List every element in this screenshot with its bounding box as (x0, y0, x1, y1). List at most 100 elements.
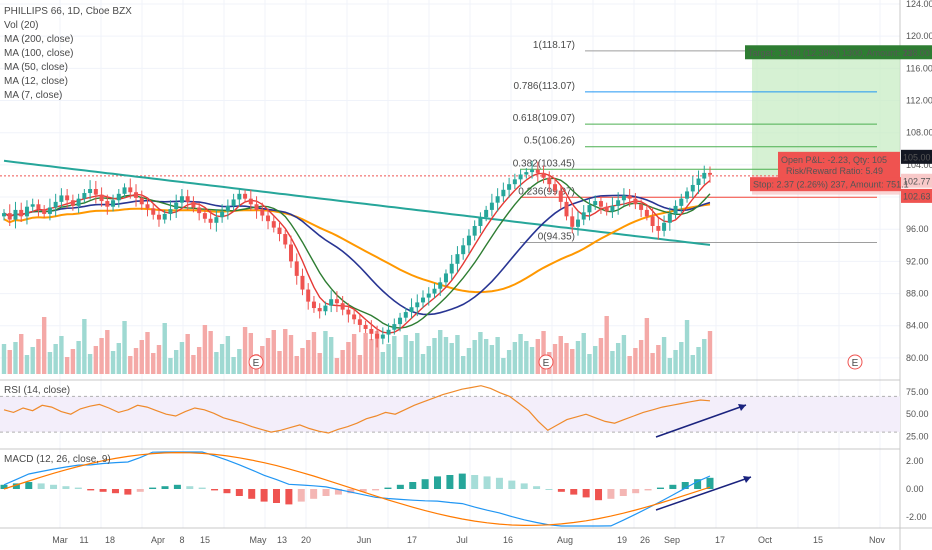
price-tick: 124.00 (906, 0, 932, 9)
candle-body (231, 199, 236, 206)
legend: PHILLIPS 66, 1D, Cboe BZX Vol (20) MA (200… (4, 6, 132, 101)
fib-levels: 1(118.17) 0.786(113.07) 0.618(109.07) 0.5(1… (513, 40, 877, 243)
volume-bar (151, 353, 156, 374)
macd-hist-bar (557, 489, 565, 492)
price-tick: 120.00 (906, 31, 932, 41)
candle-body (679, 198, 684, 206)
level-price-tag: 105.00 (903, 152, 931, 162)
macd-arrow-head (743, 476, 751, 483)
macd-hist-bar (25, 482, 33, 489)
time-tick: Nov (869, 535, 886, 545)
volume-bar (328, 337, 334, 374)
candle-body (484, 209, 489, 218)
macd-pane: MACD (12, 26, close, 9) (0, 451, 752, 527)
candle-body (288, 244, 293, 262)
macd-hist-bar (706, 477, 714, 489)
candle-body (254, 204, 259, 210)
volume-bar (208, 331, 213, 374)
candle-body (277, 227, 282, 235)
macd-hist-bar (310, 489, 318, 499)
legend-item: MA (200, close) (4, 34, 73, 45)
candle-body (243, 193, 248, 199)
target-price-tag: 118.00 (903, 48, 930, 58)
price-tick: 84.00 (906, 321, 929, 331)
volume-bar (265, 338, 271, 374)
candle-body (570, 216, 575, 227)
macd-hist-bar (12, 483, 20, 489)
volume-bar (13, 342, 18, 374)
macd-hist-bar (570, 489, 578, 495)
volume-bar (24, 355, 30, 374)
pnl-box (778, 151, 900, 178)
macd-hist-bar (520, 483, 528, 489)
target-box (745, 45, 901, 60)
candle-body (489, 202, 494, 210)
candle-body (421, 297, 426, 303)
ma7-line (3, 172, 711, 334)
candle-body (507, 184, 512, 190)
candle-body (644, 209, 649, 217)
candle-body (455, 254, 460, 264)
volume-bar (564, 343, 569, 374)
rsi-trend-arrow (655, 404, 747, 438)
volume-bar (145, 332, 150, 374)
macd-hist-bar (595, 489, 603, 501)
volume-bar (650, 353, 655, 374)
candle-body (82, 193, 87, 199)
candle-body (449, 263, 454, 274)
time-tick: Sep (664, 535, 680, 545)
candle-body (283, 234, 288, 245)
volume-bar (306, 340, 311, 374)
macd-hist-bar (582, 489, 590, 498)
candle-body (185, 196, 190, 202)
candle-body (156, 214, 161, 220)
macd-hist-bar (508, 480, 516, 489)
time-tick: 19 (617, 535, 627, 545)
macd-hist-bar (50, 484, 58, 489)
macd-hist-bar (644, 489, 652, 491)
macd-hist-bar (434, 476, 442, 489)
candle-body (478, 217, 483, 226)
candle-body (2, 213, 6, 217)
macd-hist-bar (149, 487, 157, 489)
stop-box (750, 177, 901, 192)
candle-body (398, 317, 403, 325)
volume-bar (53, 344, 58, 374)
candle-body (461, 245, 466, 255)
volume-bar (346, 342, 351, 374)
macd-hist-bar (235, 489, 243, 496)
candle-body (311, 301, 316, 309)
volume-bar (667, 358, 673, 374)
candle-body (76, 198, 81, 206)
candle-body (708, 172, 712, 175)
macd-hist-bar (669, 484, 677, 489)
ratio-text: Risk/Reward Ratio: 5.49 (786, 166, 883, 176)
volume-bar (133, 348, 139, 374)
rsi-band (0, 396, 900, 433)
candle-body (42, 209, 47, 214)
candle-body (168, 209, 173, 214)
macd-hist-bar (322, 489, 330, 496)
candle-body (587, 205, 592, 213)
volume-bar (575, 341, 581, 374)
time-tick: 17 (407, 535, 417, 545)
volume-bar (248, 333, 254, 374)
candle-body (581, 212, 586, 220)
candle-body (346, 309, 351, 315)
price-tick: 108.00 (906, 128, 932, 138)
volume-bar (524, 341, 529, 374)
volume-bar (36, 339, 41, 374)
candle-body (363, 324, 368, 329)
fib-label: 0.786(113.07) (513, 81, 575, 92)
candle-body (432, 288, 437, 294)
macd-hist-bar (347, 489, 355, 494)
macd-hist-bar (272, 489, 280, 503)
volume-bar (432, 338, 437, 374)
volume-bar (271, 330, 276, 374)
macd-hist-bar (533, 486, 541, 489)
ma200-line (3, 159, 711, 246)
volume-bar (633, 348, 638, 374)
candle-body (294, 261, 299, 276)
volume-bar (707, 331, 713, 374)
